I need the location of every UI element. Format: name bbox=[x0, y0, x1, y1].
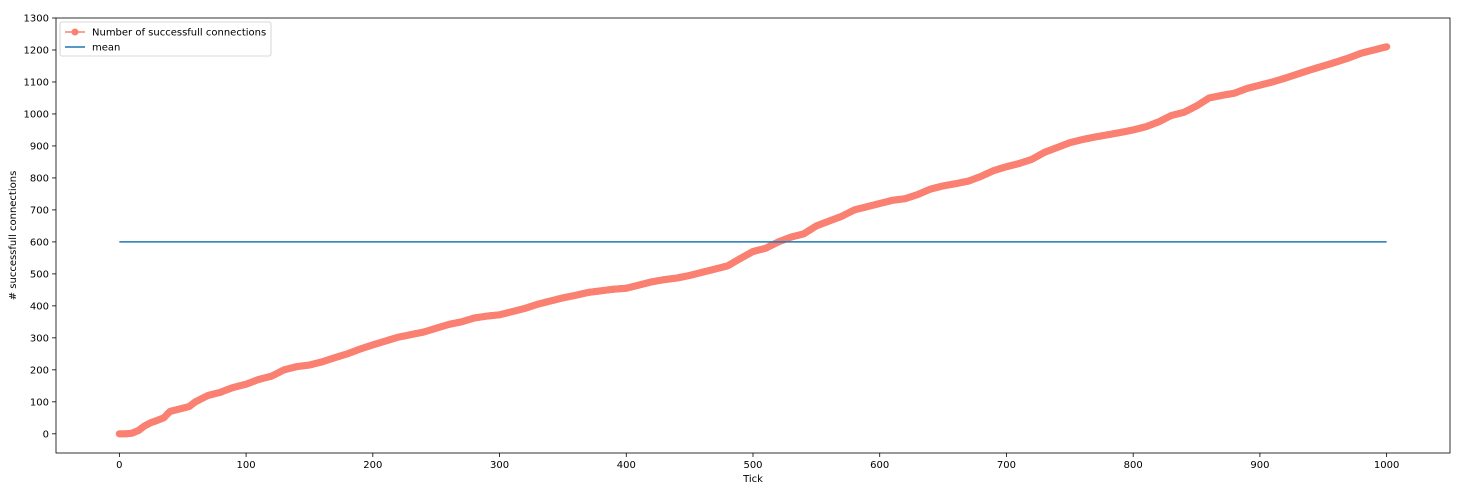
x-tick-label: 900 bbox=[1250, 460, 1269, 471]
y-tick-label: 400 bbox=[30, 301, 49, 312]
x-tick-label: 200 bbox=[363, 460, 382, 471]
legend-label: mean bbox=[92, 43, 120, 54]
series-0 bbox=[115, 43, 1391, 438]
y-tick-label: 200 bbox=[30, 365, 49, 376]
x-tick-label: 800 bbox=[1124, 460, 1143, 471]
y-tick-label: 600 bbox=[30, 237, 49, 248]
y-tick-label: 100 bbox=[30, 397, 49, 408]
legend-item: mean bbox=[65, 43, 120, 54]
x-tick-label: 600 bbox=[870, 460, 889, 471]
y-tick-label: 500 bbox=[30, 269, 49, 280]
legend: Number of successfull connections mean bbox=[59, 21, 272, 57]
y-tick-label: 1100 bbox=[24, 77, 49, 88]
x-tick-label: 0 bbox=[116, 460, 122, 471]
data-point bbox=[1383, 43, 1391, 51]
x-axis-label: Tick bbox=[742, 474, 763, 485]
y-tick-label: 0 bbox=[43, 429, 49, 440]
plot-area bbox=[56, 18, 1450, 453]
chart-axes: 0 100 200 300 400 500 600 700 800 900 1000 0 100 200 3… bbox=[24, 14, 1451, 471]
x-tick-label: 100 bbox=[237, 460, 256, 471]
x-tick-label: 500 bbox=[743, 460, 762, 471]
x-tick-label: 1000 bbox=[1374, 460, 1399, 471]
y-tick-label: 900 bbox=[30, 141, 49, 152]
y-tick-label: 1300 bbox=[24, 14, 49, 25]
x-tick-label: 300 bbox=[490, 460, 509, 471]
y-tick-label: 1200 bbox=[24, 45, 49, 56]
y-tick-label: 1000 bbox=[24, 109, 49, 120]
y-tick-label: 700 bbox=[30, 205, 49, 216]
y-tick-label: 300 bbox=[30, 333, 49, 344]
legend-marker bbox=[71, 28, 79, 36]
x-tick-label: 700 bbox=[997, 460, 1016, 471]
y-axis-label: # successfull connections bbox=[8, 171, 19, 301]
y-tick-label: 800 bbox=[30, 173, 49, 184]
legend-label: Number of successfull connections bbox=[92, 28, 266, 39]
chart-marks bbox=[115, 43, 1391, 438]
legend-item: Number of successfull connections bbox=[65, 28, 266, 39]
legend-frame bbox=[59, 21, 272, 57]
x-tick-label: 400 bbox=[617, 460, 636, 471]
